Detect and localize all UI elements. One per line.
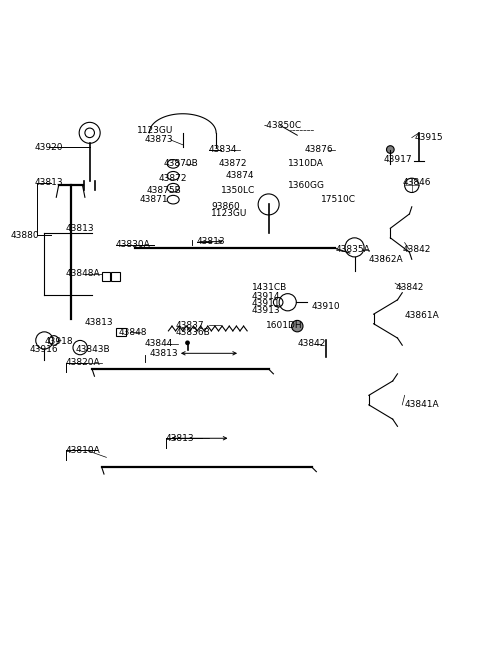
Text: 1123GU: 1123GU	[211, 210, 248, 219]
Text: 43875B: 43875B	[147, 186, 182, 194]
Text: 17510C: 17510C	[321, 195, 356, 204]
Text: 93860: 93860	[211, 202, 240, 212]
Text: 43872: 43872	[218, 160, 247, 168]
Circle shape	[291, 321, 303, 332]
Text: 43813: 43813	[166, 434, 195, 443]
Text: 43835A: 43835A	[336, 245, 370, 254]
Text: 43843B: 43843B	[75, 346, 110, 355]
Text: 43830A: 43830A	[116, 240, 151, 250]
Text: 43920: 43920	[35, 143, 63, 152]
Text: 43837: 43837	[176, 321, 204, 330]
Text: 1360GG: 1360GG	[288, 181, 325, 190]
Text: 43871: 43871	[140, 195, 168, 204]
Text: 43880: 43880	[11, 231, 39, 240]
Text: -43850C: -43850C	[264, 121, 302, 130]
Text: 43842: 43842	[402, 245, 431, 254]
Bar	[111, 272, 120, 281]
Text: 43862A: 43862A	[369, 255, 404, 264]
Text: 43820A: 43820A	[66, 358, 100, 367]
Text: 43872: 43872	[159, 173, 187, 183]
Text: 43876: 43876	[304, 145, 333, 154]
Text: 43861A: 43861A	[405, 311, 439, 320]
Bar	[116, 328, 126, 336]
Text: 43810A: 43810A	[66, 445, 101, 455]
Text: 1310DA: 1310DA	[288, 160, 324, 168]
Text: 43915: 43915	[414, 133, 443, 142]
Text: 43874: 43874	[226, 171, 254, 180]
Text: 43918: 43918	[44, 337, 73, 346]
Text: 43911: 43911	[252, 299, 280, 308]
Text: 43914: 43914	[252, 292, 280, 301]
Text: 43813: 43813	[66, 224, 95, 233]
Text: 43842: 43842	[395, 283, 423, 292]
Text: 43916: 43916	[30, 346, 59, 355]
Text: 43870B: 43870B	[164, 160, 198, 168]
Text: 43813: 43813	[197, 237, 226, 246]
Text: 43910: 43910	[312, 302, 340, 311]
Text: 43836B: 43836B	[176, 328, 210, 337]
Text: 1123GU: 1123GU	[137, 126, 174, 135]
Text: 43917: 43917	[383, 154, 412, 164]
Text: 43848: 43848	[118, 328, 147, 337]
Text: 43844: 43844	[144, 339, 173, 348]
Text: 43873: 43873	[144, 135, 173, 145]
Text: 43842: 43842	[297, 339, 325, 348]
Text: 43813: 43813	[35, 179, 63, 187]
Text: 43913: 43913	[252, 306, 280, 315]
Text: 43841A: 43841A	[405, 400, 439, 409]
Text: 43846: 43846	[402, 179, 431, 187]
Circle shape	[185, 340, 190, 345]
Text: 1601DH: 1601DH	[266, 321, 303, 330]
Text: 43813: 43813	[149, 349, 178, 358]
Circle shape	[386, 146, 394, 153]
Text: 1350LC: 1350LC	[221, 186, 255, 194]
Text: 43834: 43834	[209, 145, 238, 154]
Text: 43813: 43813	[85, 318, 114, 327]
Text: 1431CB: 1431CB	[252, 283, 287, 292]
Text: 43848A: 43848A	[66, 269, 100, 278]
Bar	[102, 272, 110, 281]
